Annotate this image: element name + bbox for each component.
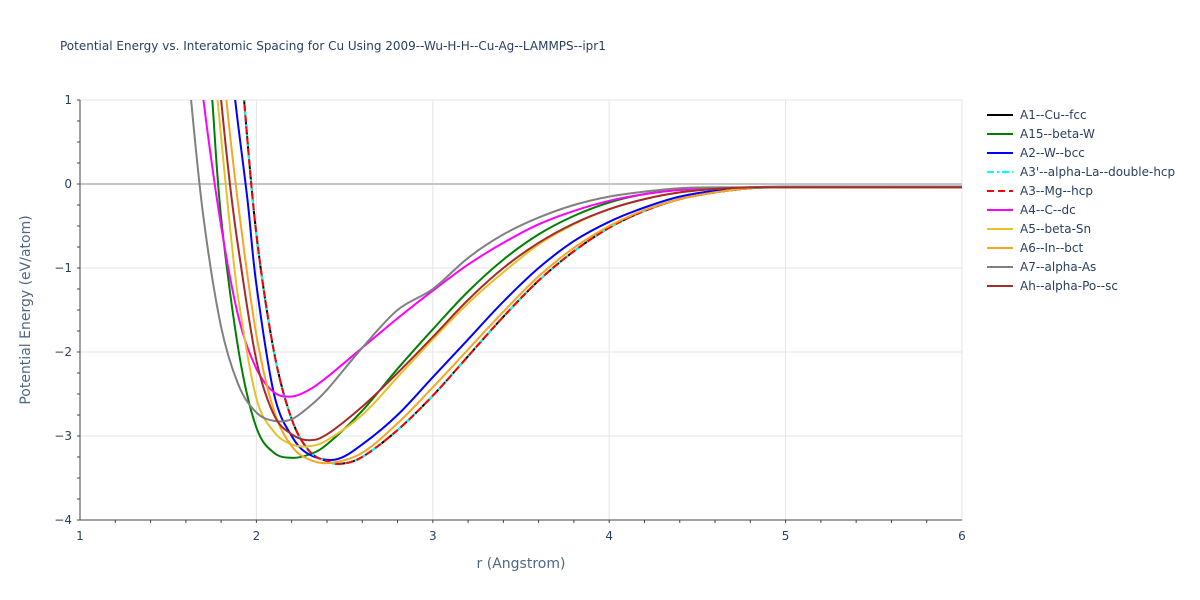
- legend-label[interactable]: A15--beta-W: [1020, 127, 1095, 141]
- legend-label[interactable]: A5--beta-Sn: [1020, 222, 1091, 236]
- series-line-a7-alpha-as: [190, 100, 962, 423]
- x-tick-label: 1: [76, 529, 84, 543]
- series-line-a6-in-bct: [225, 100, 962, 465]
- y-tick-labels: 1 0 −1 −2 −3 −4: [54, 93, 72, 527]
- axes: [77, 99, 962, 523]
- series-layer: [190, 100, 962, 465]
- x-tick-label: 5: [782, 529, 790, 543]
- chart-title: Potential Energy vs. Interatomic Spacing…: [60, 39, 606, 53]
- legend-label[interactable]: A7--alpha-As: [1020, 260, 1096, 274]
- series-line-a4-c-dc: [202, 100, 962, 398]
- legend-label[interactable]: A2--W--bcc: [1020, 146, 1085, 160]
- y-axis-label: Potential Energy (eV/atom): [18, 215, 34, 404]
- y-tick-label: 0: [64, 177, 72, 191]
- y-tick-label: −1: [54, 261, 72, 275]
- y-tick-label: −2: [54, 345, 72, 359]
- legend-label[interactable]: A1--Cu--fcc: [1020, 108, 1087, 122]
- series-line-a1-cu-fcc: [243, 100, 962, 465]
- legend-label[interactable]: A3--Mg--hcp: [1020, 184, 1093, 198]
- legend-label[interactable]: A4--C--dc: [1020, 203, 1076, 217]
- series-line-a5-beta-sn: [216, 100, 962, 448]
- y-tick-label: −3: [54, 429, 72, 443]
- series-line-a3-alpha-la-double-hcp: [243, 100, 962, 465]
- series-line-a3-mg-hcp: [243, 100, 962, 465]
- y-tick-label: −4: [54, 513, 72, 527]
- legend: A1--Cu--fcc A15--beta-W A2--W--bcc A3'--alp…: [987, 108, 1175, 293]
- legend-label[interactable]: A3'--alpha-La--double-hcp: [1020, 165, 1175, 179]
- legend-label[interactable]: A6--In--bct: [1020, 241, 1084, 255]
- x-tick-label: 2: [253, 529, 261, 543]
- series-line-ah-alpha-po-sc: [220, 100, 962, 442]
- x-tick-label: 3: [429, 529, 437, 543]
- x-axis-label: r (Angstrom): [477, 556, 566, 572]
- y-tick-label: 1: [64, 93, 72, 107]
- legend-label[interactable]: Ah--alpha-Po--sc: [1020, 279, 1118, 293]
- x-tick-label: 4: [605, 529, 613, 543]
- x-tick-labels: 1 2 3 4 5 6: [76, 529, 966, 543]
- series-line-a2-w-bcc: [234, 100, 962, 461]
- x-tick-label: 6: [958, 529, 966, 543]
